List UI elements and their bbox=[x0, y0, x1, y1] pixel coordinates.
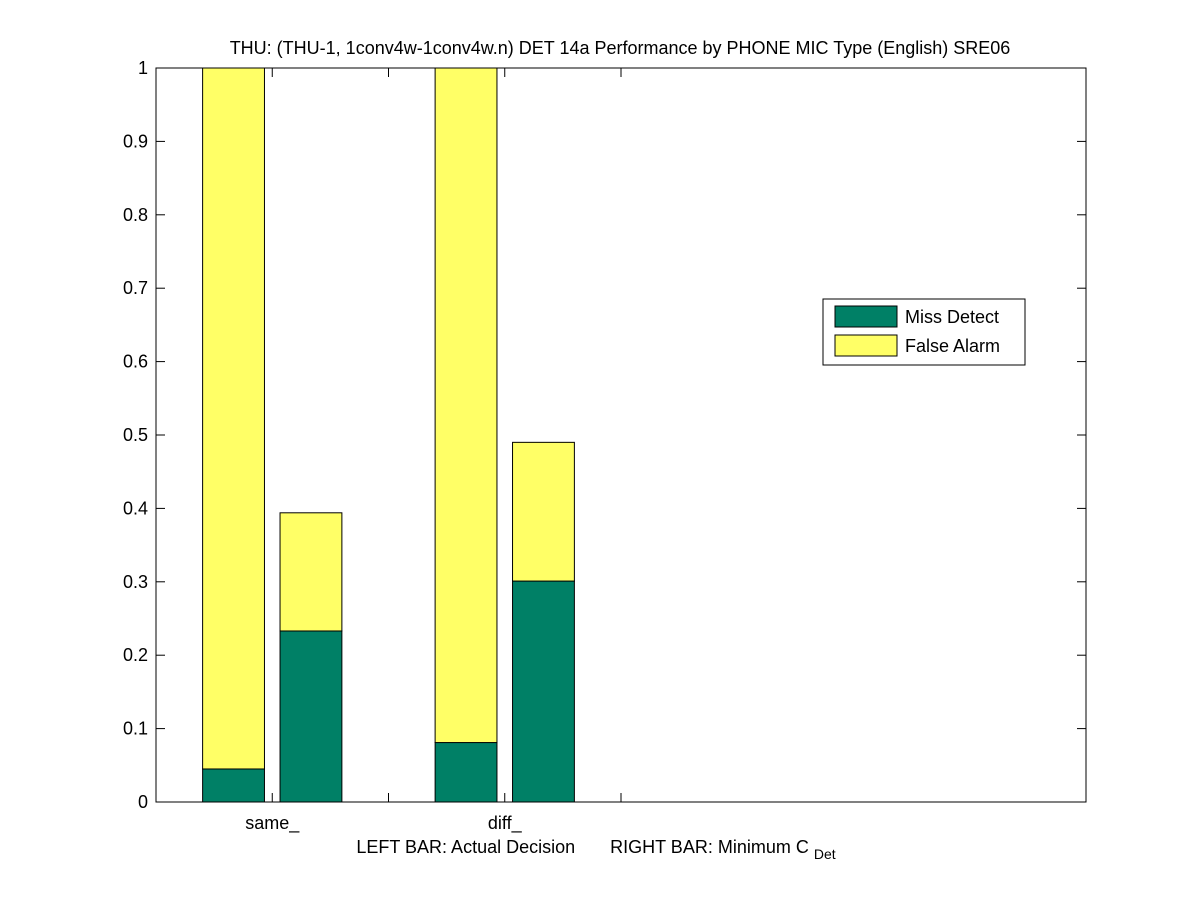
x-axis-label-left: LEFT BAR: Actual Decision bbox=[356, 837, 575, 857]
legend-label-false-alarm: False Alarm bbox=[905, 336, 1000, 356]
y-tick-label-0: 0 bbox=[138, 792, 148, 812]
y-tick-label-6: 0.6 bbox=[123, 352, 148, 372]
bar-same-actual-false-alarm bbox=[202, 67, 265, 770]
x-tick-label-same: same_ bbox=[245, 813, 300, 834]
legend-label-miss-detect: Miss Detect bbox=[905, 307, 999, 327]
y-tick-label-9: 0.9 bbox=[123, 131, 148, 151]
bar-same-minimum-false-alarm bbox=[279, 512, 343, 632]
y-tick-label-5: 0.5 bbox=[123, 425, 148, 445]
legend-swatch-false-alarm bbox=[834, 334, 898, 357]
y-tick-label-8: 0.8 bbox=[123, 205, 148, 225]
bar-same-actual-miss-detect bbox=[202, 768, 265, 803]
bar-diff-actual-miss-detect bbox=[434, 742, 498, 803]
y-tick-label-3: 0.3 bbox=[123, 572, 148, 592]
y-tick-label-1: 0.1 bbox=[123, 719, 148, 739]
chart-title: THU: (THU-1, 1conv4w-1conv4w.n) DET 14a … bbox=[230, 38, 1011, 58]
x-tick-label-diff: diff_ bbox=[488, 813, 523, 834]
x-axis-label-right: RIGHT BAR: Minimum C bbox=[610, 837, 809, 857]
y-tick-label-2: 0.2 bbox=[123, 645, 148, 665]
legend: Miss Detect False Alarm bbox=[822, 298, 1026, 366]
ticks-layer: 0 0.1 0.2 0.3 0.4 0.5 0.6 0.7 0.8 0.9 1 same_ diff_ bbox=[123, 58, 1086, 834]
bars-layer bbox=[202, 67, 575, 803]
legend-swatch-miss-detect bbox=[834, 305, 898, 328]
bar-diff-minimum-false-alarm bbox=[512, 441, 575, 582]
y-tick-label-7: 0.7 bbox=[123, 278, 148, 298]
x-axis-label: LEFT BAR: Actual Decision RIGHT BAR: Min… bbox=[356, 837, 835, 862]
x-axis-label-subscript: Det bbox=[814, 846, 836, 862]
y-tick-label-10: 1 bbox=[138, 58, 148, 78]
bar-diff-minimum-miss-detect bbox=[512, 580, 575, 803]
bar-diff-actual-false-alarm bbox=[434, 67, 498, 744]
y-tick-label-4: 0.4 bbox=[123, 498, 148, 518]
bar-same-minimum-miss-detect bbox=[279, 630, 343, 803]
